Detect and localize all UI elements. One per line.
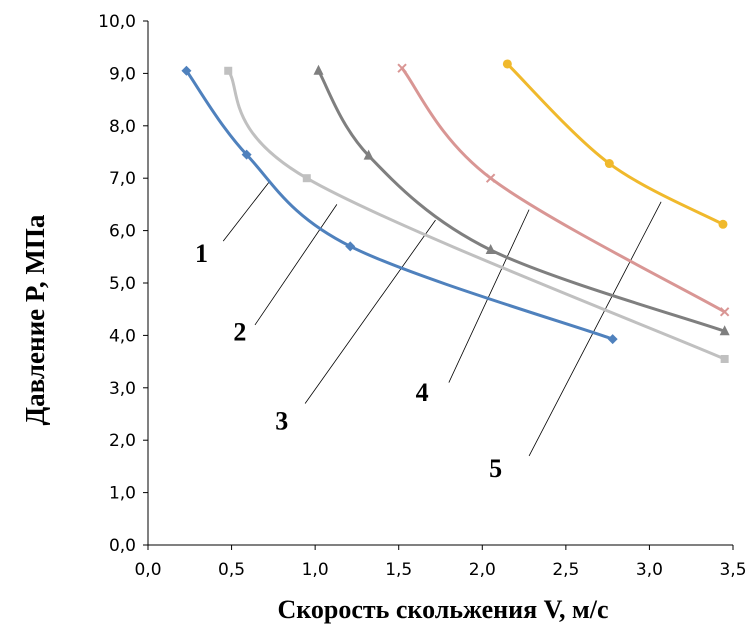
- series-2: [224, 66, 729, 363]
- curve-label-1: 1: [195, 239, 208, 268]
- data-point: [345, 241, 356, 252]
- leader-line-5: [528, 201, 662, 457]
- series-1: [181, 65, 618, 345]
- series-line-5: [505, 62, 725, 226]
- curve-label-2: 2: [233, 318, 246, 347]
- y-tick-label: 3,0: [109, 379, 136, 399]
- series-5: [502, 59, 728, 229]
- series-4: [397, 63, 730, 317]
- x-axis-title: Скорость скольжения V, м/с: [277, 595, 608, 624]
- curve-label-5: 5: [489, 454, 502, 483]
- leader-line-1: [222, 180, 271, 242]
- data-point: [718, 219, 728, 229]
- y-tick-label: 2,0: [109, 431, 136, 451]
- chart-annotations: 1 2 3 4 5: [195, 239, 502, 483]
- y-tick-label: 5,0: [109, 274, 136, 294]
- data-point: [485, 243, 496, 254]
- x-tick-label: 3,0: [636, 560, 663, 580]
- y-tick-label: 1,0: [109, 484, 136, 504]
- data-point: [485, 173, 496, 183]
- data-point: [604, 159, 614, 169]
- series-3: [313, 64, 730, 336]
- x-tick-label: 2,0: [469, 560, 496, 580]
- leader-line-2: [254, 204, 338, 326]
- data-point: [397, 63, 407, 73]
- x-tick-label: 3,5: [719, 560, 746, 580]
- series-line-3: [316, 69, 727, 333]
- data-point: [719, 325, 730, 336]
- y-axis-title: Давление P, МПа: [20, 214, 50, 425]
- data-point: [241, 149, 252, 160]
- x-tick-label: 0,0: [134, 560, 161, 580]
- y-tick-label: 7,0: [109, 169, 136, 189]
- data-point: [607, 334, 618, 345]
- data-point: [302, 174, 311, 183]
- data-point: [313, 64, 324, 75]
- leader-line-4: [448, 209, 530, 383]
- y-tick-label: 0,0: [109, 536, 136, 556]
- x-tick-label: 0,5: [218, 560, 245, 580]
- curve-label-3: 3: [275, 407, 288, 436]
- data-point: [720, 354, 729, 363]
- x-tick-label: 1,5: [385, 560, 412, 580]
- y-tick-label: 9,0: [109, 64, 136, 84]
- chart-series: [181, 59, 730, 363]
- curve-label-4: 4: [416, 378, 429, 407]
- data-point: [181, 65, 192, 76]
- x-tick-label: 1,0: [302, 560, 329, 580]
- leader-line-3: [304, 219, 436, 404]
- series-line-1: [184, 69, 615, 341]
- series-line-2: [226, 69, 727, 361]
- series-line-4: [400, 66, 727, 314]
- data-point: [502, 59, 512, 69]
- chart-tick-labels: 0,0 0,5 1,0 1,5 2,0 2,5 3,0 3,5 0,0 1,0 2,0 3,0 4,0 5…: [98, 12, 746, 580]
- data-point: [719, 307, 730, 317]
- data-point: [224, 66, 233, 75]
- y-tick-label: 6,0: [109, 222, 136, 242]
- y-tick-label: 4,0: [109, 326, 136, 346]
- chart-annotation-leaders: [222, 180, 662, 457]
- x-tick-label: 2,5: [552, 560, 579, 580]
- data-point: [363, 149, 374, 160]
- y-tick-label: 10,0: [98, 12, 136, 32]
- y-tick-label: 8,0: [109, 117, 136, 137]
